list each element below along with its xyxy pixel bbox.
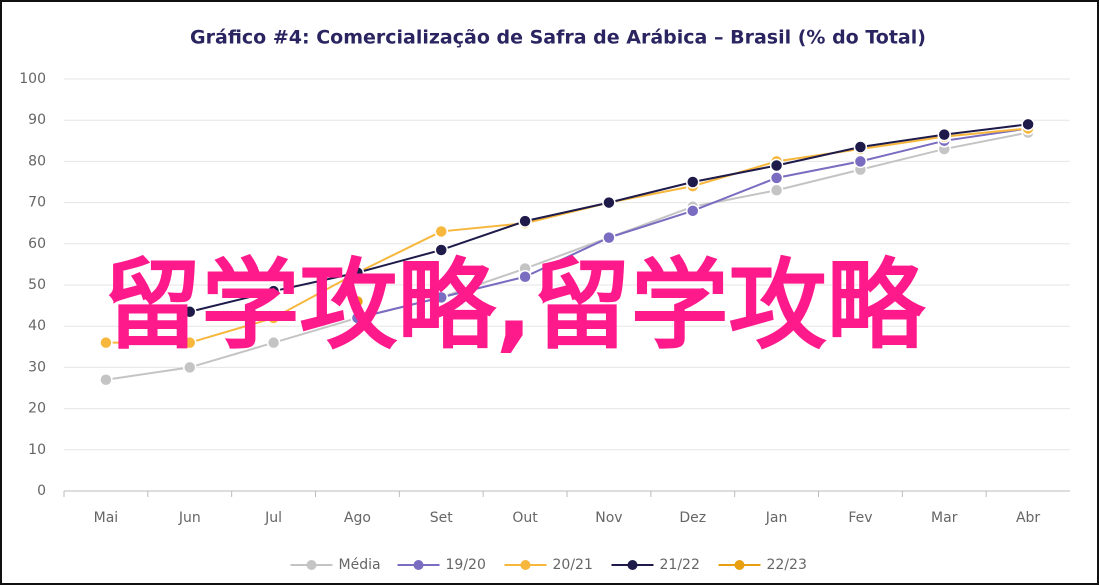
y-tick-label: 60 — [28, 236, 46, 252]
y-tick-label: 70 — [28, 195, 46, 211]
data-point — [602, 230, 616, 245]
data-point — [853, 140, 868, 154]
data-point — [99, 373, 113, 387]
legend-marker — [413, 560, 424, 570]
data-point — [853, 154, 868, 169]
data-point — [266, 335, 281, 350]
series-line — [105, 127, 1029, 344]
x-tick-label: Out — [512, 510, 538, 526]
data-point — [99, 335, 113, 350]
y-tick-label: 30 — [28, 359, 46, 375]
data-point — [434, 243, 448, 257]
x-tick-label: Jul — [264, 510, 282, 526]
data-point — [769, 171, 784, 185]
data-point — [769, 183, 784, 197]
legend-label: Média — [339, 557, 381, 573]
chart-title: Gráfico #4: Comercialização de Safra de … — [190, 27, 926, 49]
data-point — [434, 224, 448, 239]
legend-marker — [734, 560, 745, 570]
y-tick-label: 20 — [28, 401, 46, 417]
data-point — [686, 204, 700, 218]
data-point — [183, 335, 197, 350]
data-point — [937, 127, 951, 142]
series-line — [105, 131, 1029, 381]
x-tick-label: Abr — [1016, 510, 1040, 526]
data-point — [266, 284, 281, 298]
x-tick-label: Jan — [765, 510, 788, 526]
x-tick-label: Set — [430, 510, 454, 526]
x-tick-label: Mai — [94, 510, 119, 526]
y-tick-label: 90 — [28, 112, 46, 128]
x-tick-label: Nov — [595, 510, 622, 526]
x-tick-label: Ago — [344, 510, 371, 526]
data-point — [350, 265, 365, 280]
data-point — [1021, 117, 1035, 132]
x-tick-label: Mar — [931, 510, 958, 526]
data-point — [769, 158, 784, 173]
data-point — [518, 270, 532, 284]
data-point — [686, 175, 700, 189]
x-tick-label: Dez — [679, 510, 706, 526]
y-tick-label: 10 — [28, 442, 46, 458]
legend-marker — [520, 560, 531, 570]
legend-marker — [627, 560, 638, 570]
x-tick-label: Jun — [178, 510, 201, 526]
y-tick-label: 40 — [28, 318, 46, 334]
y-tick-label: 50 — [28, 277, 46, 293]
data-point — [183, 360, 197, 375]
data-point — [602, 195, 616, 210]
overlay-text: 留学攻略,留学攻略 — [103, 249, 926, 363]
legend-label: 21/22 — [660, 557, 700, 573]
legend-label: 20/21 — [553, 557, 593, 573]
x-tick-label: Fev — [848, 510, 872, 526]
legend-marker — [306, 560, 317, 570]
y-tick-label: 80 — [28, 153, 46, 169]
data-point — [266, 311, 281, 325]
y-tick-label: 0 — [37, 483, 46, 499]
data-point — [350, 294, 365, 309]
y-tick-label: 100 — [19, 71, 46, 87]
data-point — [518, 214, 532, 228]
legend-label: 19/20 — [446, 557, 486, 573]
data-point — [350, 311, 365, 325]
data-point — [434, 290, 448, 305]
data-point — [183, 305, 197, 319]
legend-label: 22/23 — [767, 557, 807, 573]
